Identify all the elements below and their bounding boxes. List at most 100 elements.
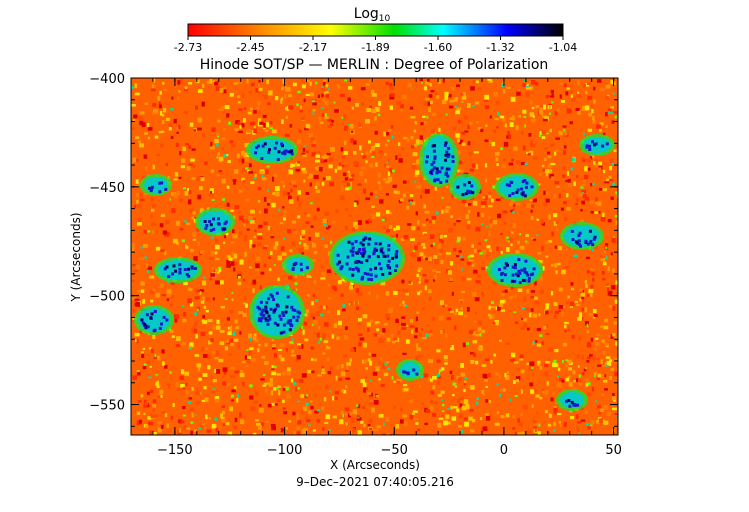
speckle	[544, 116, 549, 121]
speckle	[228, 257, 233, 261]
speckle	[395, 190, 400, 195]
polarization-patch-core	[523, 270, 527, 274]
speckle	[249, 384, 253, 388]
speckle	[327, 270, 332, 274]
speckle	[188, 163, 193, 166]
speckle	[378, 150, 383, 155]
speckle	[302, 329, 305, 335]
speckle	[247, 355, 251, 360]
speckle	[249, 243, 252, 249]
speckle	[178, 176, 182, 179]
polarization-patch-core	[358, 248, 362, 251]
speckle	[294, 163, 297, 166]
speckle	[231, 389, 236, 393]
speckle	[314, 410, 319, 414]
polarization-patch-core	[339, 267, 343, 271]
speckle	[556, 382, 562, 388]
speckle	[317, 151, 321, 156]
speckle	[529, 100, 533, 105]
speckle	[200, 207, 204, 211]
speckle	[457, 150, 461, 155]
speckle	[346, 362, 352, 366]
speckle	[190, 394, 193, 399]
polarization-patch-core	[524, 259, 528, 263]
speckle	[456, 240, 461, 243]
speckle	[458, 425, 462, 428]
speckle	[532, 115, 535, 118]
speckle	[321, 87, 325, 92]
speckle	[460, 430, 463, 434]
speckle	[223, 154, 227, 158]
speckle	[489, 115, 492, 119]
speckle	[367, 424, 371, 427]
speckle	[320, 277, 326, 280]
speckle	[337, 166, 342, 170]
speckle	[401, 327, 407, 330]
speckle	[283, 411, 288, 415]
polarization-patch-core	[266, 319, 270, 322]
speckle	[249, 121, 255, 126]
speckle	[288, 199, 294, 204]
speckle	[199, 291, 202, 295]
speckle	[602, 212, 605, 217]
speckle	[605, 243, 609, 246]
speckle	[456, 408, 460, 413]
speckle	[549, 112, 551, 115]
speckle	[245, 365, 249, 368]
speckle	[320, 159, 324, 164]
polarization-patch-core	[261, 308, 265, 312]
speckle	[432, 316, 436, 321]
speckle	[415, 355, 420, 361]
speckle	[238, 189, 244, 194]
speckle	[448, 105, 454, 109]
speckle	[533, 422, 538, 427]
speckle	[417, 257, 422, 262]
polarization-patch-core	[511, 273, 515, 277]
speckle	[548, 240, 553, 243]
speckle	[159, 385, 162, 388]
speckle	[273, 245, 278, 250]
speckle	[484, 98, 489, 102]
speckle	[559, 378, 564, 382]
speckle	[502, 80, 505, 84]
speckle	[187, 298, 192, 304]
speckle	[189, 347, 192, 350]
speckle	[473, 271, 478, 275]
speckle	[514, 361, 519, 364]
speckle	[349, 411, 353, 416]
speckle	[166, 423, 170, 428]
speckle	[616, 144, 618, 149]
speckle	[297, 215, 301, 219]
polarization-patch-core	[361, 248, 365, 252]
speckle	[220, 306, 225, 309]
speckle	[581, 189, 587, 193]
speckle	[581, 183, 586, 186]
speckle	[565, 377, 570, 382]
speckle	[409, 325, 415, 328]
speckle	[137, 371, 141, 376]
speckle	[151, 88, 156, 92]
speckle	[282, 206, 285, 209]
speckle	[485, 124, 488, 127]
speckle	[548, 347, 553, 352]
speckle	[135, 184, 139, 188]
speckle	[462, 92, 466, 95]
polarization-patch-core	[574, 240, 578, 244]
polarization-patch-core	[291, 308, 295, 312]
speckle	[428, 107, 431, 112]
speckle	[348, 301, 353, 306]
speckle	[242, 118, 246, 123]
speckle	[564, 321, 569, 324]
speckle	[147, 416, 152, 420]
speckle	[216, 369, 220, 374]
speckle	[176, 220, 180, 226]
speckle	[526, 288, 529, 294]
polarization-patch-core	[523, 179, 527, 182]
speckle	[428, 329, 433, 334]
speckle	[258, 343, 261, 347]
speckle	[525, 92, 530, 97]
speckle	[475, 280, 481, 284]
speckle	[558, 131, 563, 136]
speckle	[273, 352, 277, 358]
speckle	[341, 364, 344, 369]
